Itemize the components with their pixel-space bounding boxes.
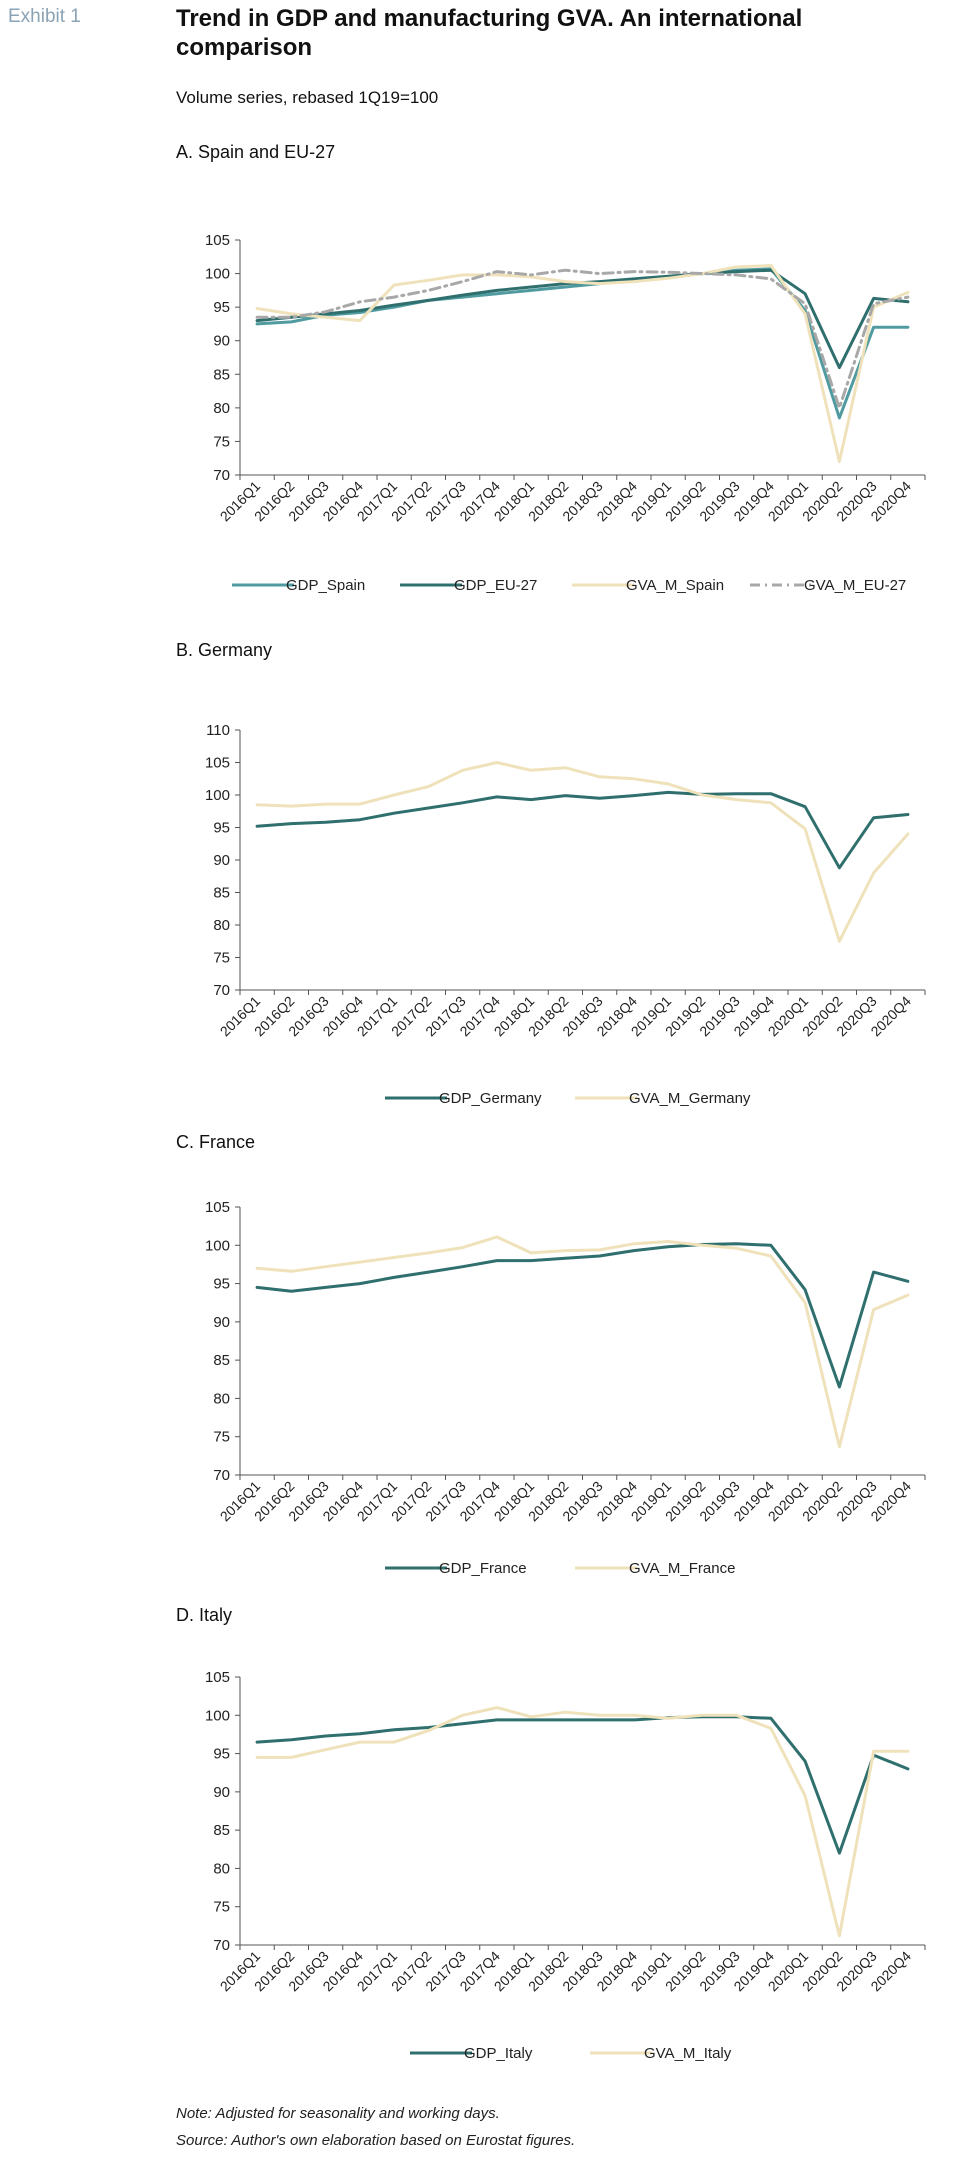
chart-italy: 7075808590951001052016Q12016Q22016Q32016…: [205, 1669, 926, 2062]
y-tick-label: 95: [213, 820, 230, 837]
y-tick-label: 100: [205, 1707, 230, 1724]
y-tick-label: 85: [213, 1822, 230, 1839]
legend-label: GVA_M_Italy: [644, 2045, 732, 2062]
y-tick-label: 80: [213, 400, 230, 417]
y-tick-label: 90: [213, 1314, 230, 1331]
legend-label: GDP_EU-27: [454, 577, 537, 594]
series-line-gva-m-spain: [255, 264, 910, 464]
y-tick-label: 70: [213, 467, 230, 484]
series-line-gdp-spain: [255, 267, 910, 420]
series-line-gdp-germany: [255, 790, 910, 870]
series-line-gva-m-italy: [255, 1706, 910, 1938]
y-tick-label: 70: [213, 1467, 230, 1484]
y-tick-label: 105: [205, 1199, 230, 1216]
y-tick-label: 100: [205, 266, 230, 283]
source-text: Source: Author's own elaboration based o…: [176, 2132, 576, 2149]
y-tick-label: 105: [205, 1669, 230, 1686]
y-tick-label: 95: [213, 1746, 230, 1763]
y-tick-label: 95: [213, 299, 230, 316]
y-tick-label: 85: [213, 1352, 230, 1369]
y-tick-label: 110: [206, 722, 230, 739]
y-tick-label: 70: [213, 982, 230, 999]
page-subtitle: Volume series, rebased 1Q19=100: [176, 88, 439, 107]
y-tick-label: 90: [213, 1784, 230, 1801]
legend-label: GVA_M_Germany: [629, 1090, 751, 1107]
series-line-gva-m-france: [255, 1235, 910, 1449]
legend-label: GVA_M_EU-27: [804, 577, 906, 594]
panel-title-italy: D. Italy: [176, 1605, 233, 1625]
chart-spain-eu: 7075808590951001052016Q12016Q22016Q32016…: [205, 232, 926, 594]
y-tick-label: 80: [213, 1860, 230, 1877]
legend-label: GVA_M_France: [629, 1560, 735, 1577]
legend-label: GDP_France: [439, 1560, 527, 1577]
series-line-gva-m-germany: [255, 761, 910, 943]
y-tick-label: 85: [213, 885, 230, 902]
y-tick-label: 95: [213, 1276, 230, 1293]
panel-title-france: C. France: [176, 1132, 256, 1152]
y-tick-label: 80: [213, 1390, 230, 1407]
panel-title-germany: B. Germany: [176, 640, 273, 660]
chart-germany: 7075808590951001051102016Q12016Q22016Q32…: [205, 722, 926, 1107]
y-tick-label: 100: [205, 1237, 230, 1254]
y-tick-label: 75: [213, 433, 230, 450]
panel-title-spain-eu: A. Spain and EU-27: [176, 142, 336, 162]
chart-france: 7075808590951001052016Q12016Q22016Q32016…: [205, 1199, 926, 1577]
page-title: Trend in GDP and manufacturing GVA. An i…: [176, 5, 803, 61]
y-tick-label: 90: [213, 852, 230, 869]
series-line-gva-m-eu-27: [255, 268, 910, 410]
y-tick-label: 100: [205, 787, 230, 804]
y-tick-label: 105: [205, 232, 230, 249]
y-tick-label: 85: [213, 366, 230, 383]
exhibit-label: Exhibit 1: [8, 6, 81, 27]
legend-label: GDP_Germany: [439, 1090, 542, 1107]
legend-label: GVA_M_Spain: [626, 577, 724, 594]
y-tick-label: 90: [213, 333, 230, 350]
y-tick-label: 75: [213, 1899, 230, 1916]
y-tick-label: 80: [213, 917, 230, 934]
legend-label: GDP_Italy: [464, 2045, 533, 2062]
series-line-gdp-italy: [255, 1715, 910, 1855]
y-tick-label: 105: [205, 755, 230, 772]
legend-label: GDP_Spain: [286, 577, 365, 594]
y-tick-label: 75: [213, 1429, 230, 1446]
y-tick-label: 70: [213, 1937, 230, 1954]
note-text: Note: Adjusted for seasonality and worki…: [176, 2105, 500, 2122]
series-line-gdp-france: [255, 1242, 910, 1389]
y-tick-label: 75: [213, 950, 230, 967]
